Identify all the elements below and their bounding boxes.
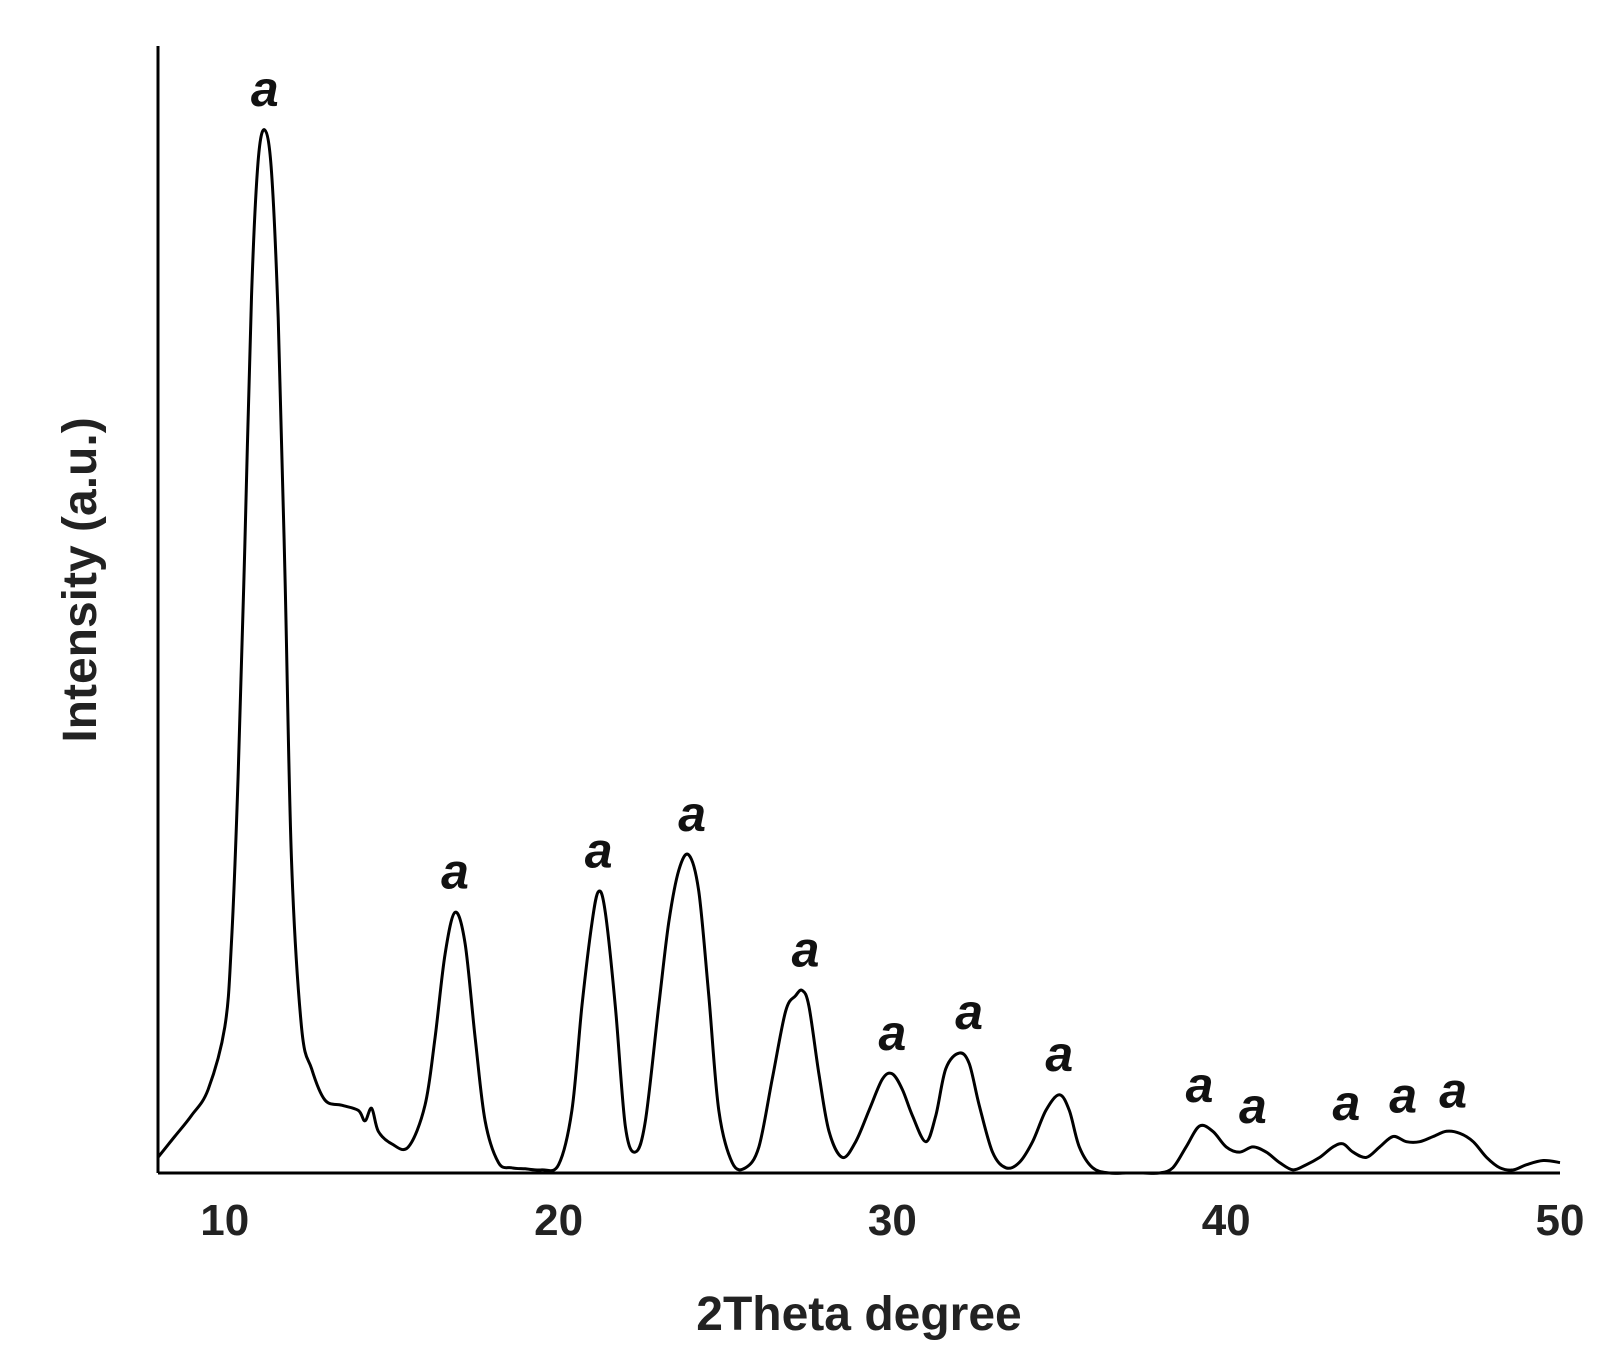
x-axis-title: 2Theta degree xyxy=(696,1288,1021,1341)
peak-label: a xyxy=(1389,1067,1417,1123)
x-tick-label: 10 xyxy=(200,1196,249,1245)
peak-label: a xyxy=(1439,1062,1467,1118)
x-tick-label: 20 xyxy=(534,1196,583,1245)
peak-label: a xyxy=(585,822,613,878)
x-tick-labels: 10 20 30 40 50 xyxy=(200,1196,1584,1245)
peak-label: a xyxy=(441,843,469,899)
diffraction-pattern-line xyxy=(156,128,1561,1175)
peak-label: a xyxy=(1332,1075,1360,1131)
peak-label: a xyxy=(955,984,983,1040)
x-tick-label: 40 xyxy=(1202,1196,1251,1245)
peak-label: a xyxy=(1045,1026,1073,1082)
peak-label: a xyxy=(1239,1078,1267,1134)
peak-label: a xyxy=(1186,1057,1214,1113)
x-tick-label: 30 xyxy=(868,1196,917,1245)
x-tick-label: 50 xyxy=(1536,1196,1585,1245)
peak-label: a xyxy=(792,921,820,977)
peak-label: a xyxy=(678,786,706,842)
peak-label: a xyxy=(251,61,279,117)
peak-label: a xyxy=(878,1005,906,1061)
y-axis-title: Intensity (a.u.) xyxy=(54,417,107,742)
